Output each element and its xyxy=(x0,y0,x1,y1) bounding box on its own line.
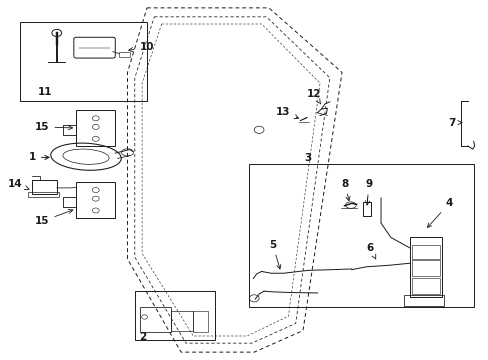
Text: 12: 12 xyxy=(306,89,320,104)
Text: 15: 15 xyxy=(35,210,73,226)
Bar xyxy=(140,307,171,332)
Text: 4: 4 xyxy=(427,198,452,228)
Text: 10: 10 xyxy=(128,42,154,52)
Text: 14: 14 xyxy=(8,179,29,190)
Bar xyxy=(76,110,115,146)
Bar xyxy=(411,244,439,259)
Bar xyxy=(249,164,473,307)
Bar xyxy=(76,182,115,218)
Bar xyxy=(404,296,444,306)
Bar xyxy=(135,291,215,339)
Text: 3: 3 xyxy=(304,153,311,163)
Text: 7: 7 xyxy=(447,118,461,128)
Text: 15: 15 xyxy=(35,122,72,132)
Text: 9: 9 xyxy=(365,179,372,205)
Bar xyxy=(193,311,207,332)
Text: 6: 6 xyxy=(366,243,375,259)
Bar xyxy=(119,52,130,57)
Bar xyxy=(411,278,439,294)
Bar xyxy=(411,260,439,276)
Text: 13: 13 xyxy=(276,107,298,118)
Bar xyxy=(27,192,59,197)
Text: 5: 5 xyxy=(268,239,280,269)
Bar xyxy=(362,202,370,216)
Bar xyxy=(171,311,193,330)
Text: 1: 1 xyxy=(29,152,49,162)
Bar xyxy=(32,180,57,194)
Text: 8: 8 xyxy=(341,179,349,201)
Text: 11: 11 xyxy=(37,87,52,97)
Bar xyxy=(409,237,441,297)
Bar xyxy=(20,22,147,101)
Text: 2: 2 xyxy=(139,332,145,342)
